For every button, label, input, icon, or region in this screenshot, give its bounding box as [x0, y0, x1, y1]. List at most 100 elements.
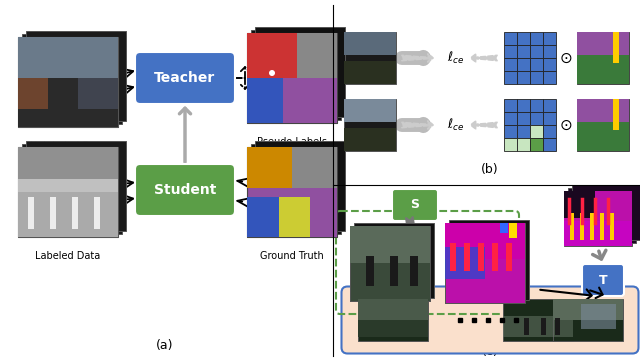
Bar — [247, 33, 337, 123]
FancyBboxPatch shape — [342, 287, 639, 353]
Bar — [445, 223, 525, 259]
Bar — [358, 320, 428, 337]
Text: Ground Truth: Ground Truth — [260, 251, 324, 261]
Bar — [555, 318, 560, 335]
Bar — [504, 71, 517, 84]
Bar — [247, 147, 337, 237]
Bar — [524, 318, 529, 335]
Bar — [517, 32, 530, 45]
Bar — [543, 58, 556, 71]
Bar — [28, 197, 34, 229]
Bar — [577, 99, 629, 127]
Bar — [18, 147, 118, 178]
Text: Unlabeled Data: Unlabeled Data — [30, 141, 106, 151]
Bar — [344, 32, 396, 55]
Bar — [18, 147, 118, 237]
Bar — [530, 112, 543, 125]
Bar — [613, 99, 619, 130]
Bar — [552, 299, 623, 320]
Bar — [18, 78, 48, 109]
Text: $\ell_{ce}$: $\ell_{ce}$ — [447, 117, 465, 133]
Bar — [78, 78, 118, 109]
Bar — [344, 99, 396, 151]
Text: Teacher: Teacher — [154, 71, 216, 85]
Bar — [50, 197, 56, 229]
Bar — [390, 256, 398, 286]
Bar — [22, 144, 122, 234]
Bar — [502, 299, 573, 341]
Bar — [445, 223, 525, 303]
Bar — [506, 243, 512, 271]
Text: $\ell_{ce}$: $\ell_{ce}$ — [447, 50, 465, 66]
Bar — [530, 71, 543, 84]
Bar — [464, 243, 470, 271]
Bar — [296, 33, 337, 78]
Bar — [517, 99, 530, 112]
Bar — [344, 61, 396, 84]
Bar — [530, 58, 543, 71]
FancyBboxPatch shape — [135, 52, 235, 104]
Bar — [577, 32, 629, 61]
Bar — [504, 45, 517, 58]
Bar — [358, 299, 428, 341]
Bar — [509, 223, 517, 238]
Bar — [552, 299, 623, 341]
Bar — [72, 197, 78, 229]
Bar — [18, 147, 118, 192]
Bar — [18, 37, 118, 78]
Text: $\odot$: $\odot$ — [559, 51, 573, 65]
Bar — [18, 192, 118, 237]
Bar — [530, 99, 543, 112]
Bar — [577, 32, 629, 84]
Bar — [564, 191, 632, 245]
Text: (c): (c) — [482, 345, 499, 358]
Bar — [504, 99, 517, 112]
FancyBboxPatch shape — [392, 189, 438, 221]
Bar — [22, 34, 122, 124]
Bar — [255, 27, 345, 117]
FancyBboxPatch shape — [582, 264, 624, 296]
Bar — [541, 318, 546, 335]
Bar — [445, 223, 525, 303]
Bar — [354, 222, 434, 297]
Bar — [26, 141, 126, 231]
Bar — [543, 99, 556, 112]
Bar — [577, 122, 629, 151]
Bar — [504, 112, 517, 125]
Bar — [445, 223, 525, 247]
Bar — [610, 213, 614, 240]
Bar — [366, 256, 374, 286]
Bar — [255, 141, 345, 231]
Bar — [543, 125, 556, 138]
Bar — [344, 99, 396, 122]
Bar — [577, 55, 629, 84]
Text: (a): (a) — [156, 339, 173, 352]
Bar — [530, 45, 543, 58]
Bar — [580, 213, 584, 240]
Bar — [26, 31, 126, 121]
Bar — [292, 147, 337, 187]
Bar — [504, 32, 517, 45]
Bar — [564, 191, 595, 218]
Bar — [517, 58, 530, 71]
Bar — [572, 184, 640, 239]
Text: T: T — [598, 274, 607, 287]
Bar — [570, 213, 574, 240]
Text: (b): (b) — [481, 164, 499, 177]
Bar — [94, 197, 100, 229]
Bar — [568, 187, 636, 243]
Bar — [350, 226, 430, 263]
Bar — [564, 191, 632, 245]
Bar — [543, 138, 556, 151]
Bar — [18, 37, 118, 127]
Text: Pseudo Labels: Pseudo Labels — [257, 137, 327, 147]
Bar — [310, 196, 337, 237]
Text: $\odot$: $\odot$ — [559, 117, 573, 132]
Bar — [577, 99, 629, 151]
Bar — [251, 30, 341, 120]
Bar — [517, 138, 530, 151]
Bar — [247, 33, 337, 123]
Bar — [350, 226, 430, 300]
Bar — [543, 32, 556, 45]
Bar — [502, 316, 573, 337]
